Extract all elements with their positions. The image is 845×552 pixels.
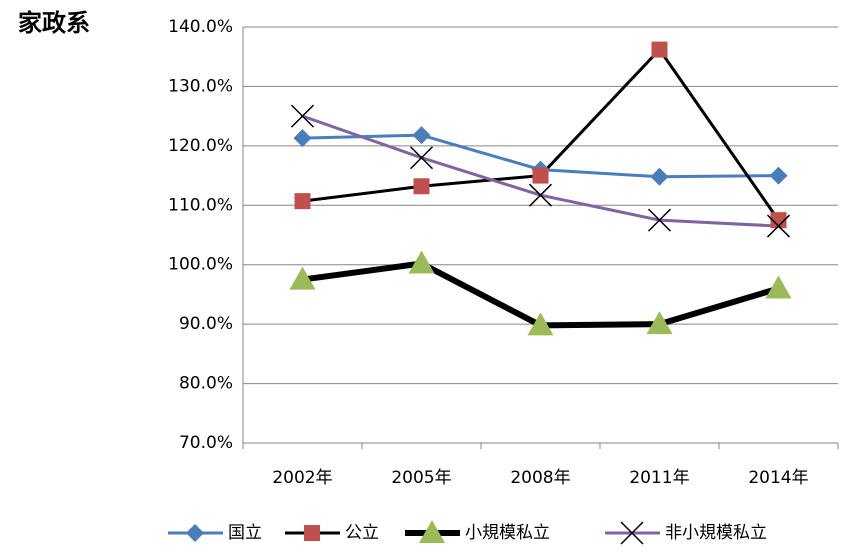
marker: [294, 193, 311, 210]
marker: [646, 311, 673, 335]
marker: [409, 146, 434, 170]
legend-item: 公立: [285, 523, 379, 543]
marker: [532, 167, 549, 184]
marker: [186, 524, 204, 542]
y-tick-label: 130.0%: [168, 76, 233, 96]
y-tick-label: 80.0%: [179, 374, 233, 394]
marker: [527, 312, 554, 336]
x-tick-label: 2008年: [510, 468, 570, 488]
marker: [304, 525, 320, 541]
legend-label: 国立: [228, 523, 262, 543]
marker: [651, 41, 668, 58]
legend-item: 小規模私立: [405, 520, 550, 543]
x-tick-label: 2014年: [748, 468, 808, 488]
marker: [647, 208, 672, 232]
legend-label: 非小規模私立: [665, 523, 767, 543]
marker: [290, 104, 315, 128]
x-tick-label: 2002年: [272, 468, 332, 488]
x-tick-label: 2005年: [391, 468, 451, 488]
chart-title: 家政系: [18, 9, 90, 37]
marker: [412, 126, 431, 145]
marker: [766, 214, 791, 238]
legend-label: 公立: [345, 523, 379, 543]
marker: [528, 183, 553, 207]
marker: [650, 167, 669, 186]
marker: [293, 129, 312, 148]
legend-item: 非小規模私立: [605, 521, 767, 545]
marker: [765, 275, 792, 299]
marker: [408, 250, 435, 274]
marker: [413, 178, 430, 195]
y-tick-label: 140.0%: [168, 17, 233, 37]
y-tick-label: 120.0%: [168, 136, 233, 156]
marker: [769, 166, 788, 185]
y-tick-label: 100.0%: [168, 255, 233, 275]
y-tick-label: 70.0%: [179, 433, 233, 453]
legend-item: 国立: [168, 523, 262, 543]
marker: [289, 266, 316, 290]
x-tick-label: 2011年: [629, 468, 689, 488]
marker: [770, 212, 787, 229]
marker: [620, 521, 644, 545]
y-tick-label: 110.0%: [168, 195, 233, 215]
y-tick-label: 90.0%: [179, 314, 233, 334]
marker: [419, 520, 445, 543]
legend-label: 小規模私立: [465, 523, 550, 543]
